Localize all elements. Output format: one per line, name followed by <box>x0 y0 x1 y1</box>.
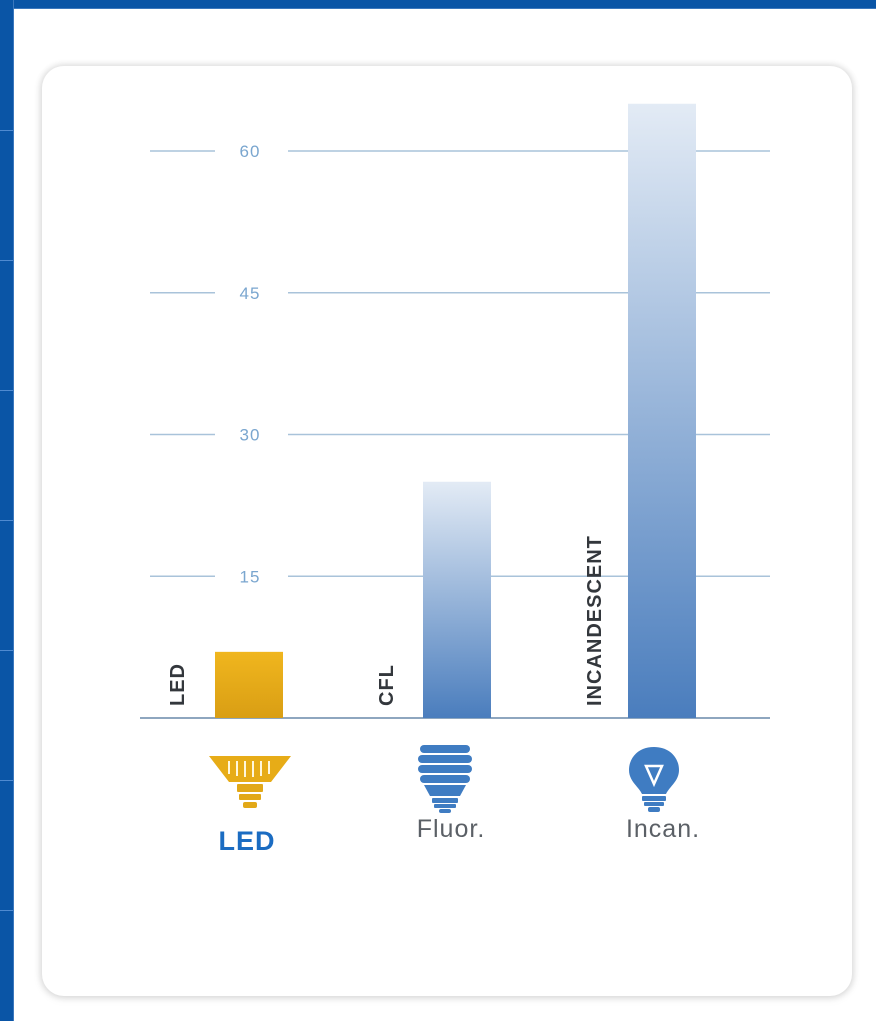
bar-label-incandescent: INCANDESCENT <box>584 535 606 706</box>
frame-divider <box>0 390 13 391</box>
top-frame-strip <box>0 0 876 9</box>
category-label-led: LED <box>218 826 276 856</box>
led-bulb-icon <box>209 756 291 808</box>
bar-led <box>215 651 283 718</box>
category-label-incan: Incan. <box>625 815 701 843</box>
frame-divider <box>0 910 13 911</box>
frame-divider <box>0 520 13 521</box>
category-label-fluor: Fluor. <box>416 815 486 843</box>
y-tick-label: 60 <box>240 142 261 161</box>
frame-divider <box>0 130 13 131</box>
bar-label-led: LED <box>167 663 189 706</box>
y-tick-label: 30 <box>240 426 261 445</box>
incandescent-bulb-icon <box>629 747 679 812</box>
bar-label-cfl: CFL <box>376 664 398 706</box>
y-tick-label: 45 <box>240 284 261 303</box>
frame-divider <box>0 650 13 651</box>
y-tick-label: 15 <box>240 567 261 586</box>
bar-cfl <box>423 481 491 718</box>
bar-incandescent <box>628 103 696 718</box>
cfl-bulb-icon <box>418 745 472 813</box>
left-frame-strip <box>0 0 14 1021</box>
frame-divider <box>0 780 13 781</box>
frame-divider <box>0 260 13 261</box>
